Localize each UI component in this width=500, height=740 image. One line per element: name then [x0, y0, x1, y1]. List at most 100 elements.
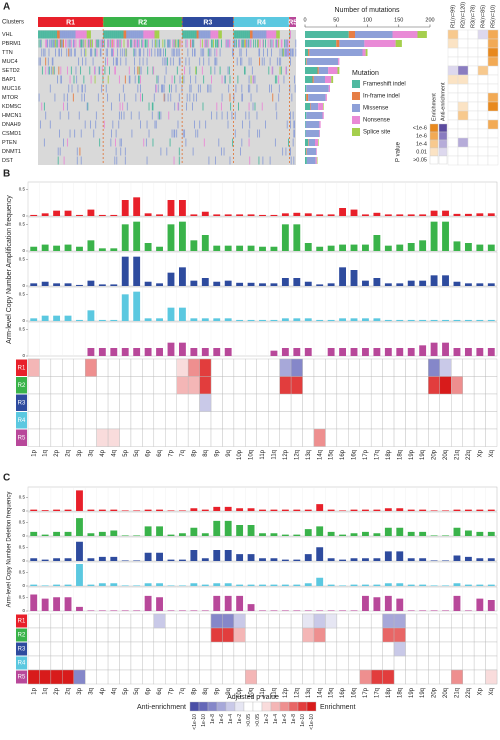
bar [133, 510, 141, 511]
mutation-tick [79, 39, 81, 48]
mutation-tick [108, 30, 110, 39]
mutation-bar [305, 121, 320, 128]
heat-cell-bg [130, 411, 143, 430]
heat-cell-bg [370, 393, 383, 412]
mutation-tick [125, 48, 127, 57]
mutation-tick [118, 30, 120, 39]
mutation-tick [248, 129, 250, 138]
mutation-tick [61, 30, 63, 39]
y-tick-label: 0.5 [19, 327, 26, 332]
mutation-tick [118, 120, 120, 129]
bar [304, 554, 312, 561]
mutation-tick [186, 39, 188, 48]
mutation-tick [169, 138, 171, 147]
mutation-tick [215, 156, 216, 165]
bar [384, 527, 392, 536]
heat-cell-bg [176, 393, 189, 412]
mutation-tick [114, 30, 116, 39]
bar [110, 556, 118, 561]
bar [384, 583, 392, 586]
mutation-tick [269, 57, 271, 66]
bar [293, 212, 301, 216]
bar [396, 283, 404, 286]
legend-swatch [306, 701, 317, 712]
heat-cell-bg [467, 47, 479, 58]
mutation-tick [202, 102, 204, 111]
mutation-tick [113, 39, 115, 48]
heat-cell-bg [447, 83, 459, 94]
mutation-tick [98, 39, 100, 48]
mutation-tick [55, 48, 57, 57]
mutation-tick [208, 57, 210, 66]
y-tick-label: 0 [22, 248, 25, 253]
mutation-tick [210, 84, 212, 93]
bar [362, 584, 369, 586]
bar [453, 583, 461, 586]
mutation-tick [184, 30, 186, 39]
heat-cell-bg [477, 56, 489, 67]
mutation-tick [207, 48, 209, 57]
bar [407, 531, 415, 536]
mutation-tick [272, 93, 274, 102]
x-tick-label: 19p [409, 687, 415, 698]
bar [316, 526, 324, 536]
heat-cell-bg [290, 655, 303, 671]
mutation-tick [41, 30, 43, 39]
mutation-bar [355, 31, 393, 38]
mutation-tick [112, 30, 114, 39]
legend-swatch [429, 131, 439, 141]
chart-frame [27, 486, 498, 512]
mutation-ticks [43, 138, 101, 147]
heat-cell-bg [233, 358, 246, 377]
mutation-tick [57, 30, 58, 39]
heat-cell-bg [487, 137, 499, 148]
bar [110, 348, 118, 356]
mutation-tick [201, 66, 203, 75]
mutation-tick [71, 84, 73, 93]
mutation-tick [107, 30, 109, 39]
bar [41, 534, 49, 536]
heat-cell-bg [485, 411, 498, 430]
legend-title: Mutation [352, 70, 379, 77]
cluster-bar [103, 17, 183, 27]
y-axis-title: Arm-level Copy Number Amplification freq… [6, 195, 13, 344]
heat-cell-bg [222, 393, 235, 412]
heat-cell-bg [119, 655, 132, 671]
mutation-tick [205, 120, 207, 129]
mutation-tick [258, 48, 260, 57]
mutation-ticks [244, 66, 288, 75]
mutation-tick [227, 120, 229, 129]
bar [442, 585, 449, 586]
mutation-bar [306, 148, 307, 155]
mutation-tick [151, 48, 153, 57]
mutation-tick [131, 129, 133, 138]
mutation-tick [292, 48, 293, 57]
x-tick-label: 18p [386, 687, 392, 698]
mutation-tick [66, 66, 68, 75]
mutation-tick [278, 75, 280, 84]
mutation-ticks [239, 48, 290, 57]
bar [213, 281, 221, 286]
x-tick-label: 8q [203, 688, 209, 695]
mutation-tick [273, 30, 275, 39]
heat-cell-bg [96, 376, 109, 395]
mutation-tick [177, 39, 179, 48]
mutation-tick [213, 30, 214, 39]
mutation-ticks [115, 147, 180, 156]
heat-cell-bg [142, 428, 155, 447]
bar [213, 348, 221, 356]
bar [419, 240, 427, 251]
mutation-tick [130, 39, 132, 48]
heat-cell-bg [382, 376, 395, 395]
bar [476, 598, 484, 611]
y-tick-label: 0 [22, 533, 25, 538]
heat-cell-bg [187, 613, 200, 629]
bar [476, 348, 484, 356]
mutation-tick [103, 39, 105, 48]
heat-cell [210, 627, 223, 643]
cluster-bar [233, 17, 290, 27]
heat-cell-bg [336, 627, 349, 643]
heat-cell-bg [84, 411, 97, 430]
y-tick-label: 0.5 [19, 222, 26, 227]
mutation-tick [39, 30, 41, 39]
